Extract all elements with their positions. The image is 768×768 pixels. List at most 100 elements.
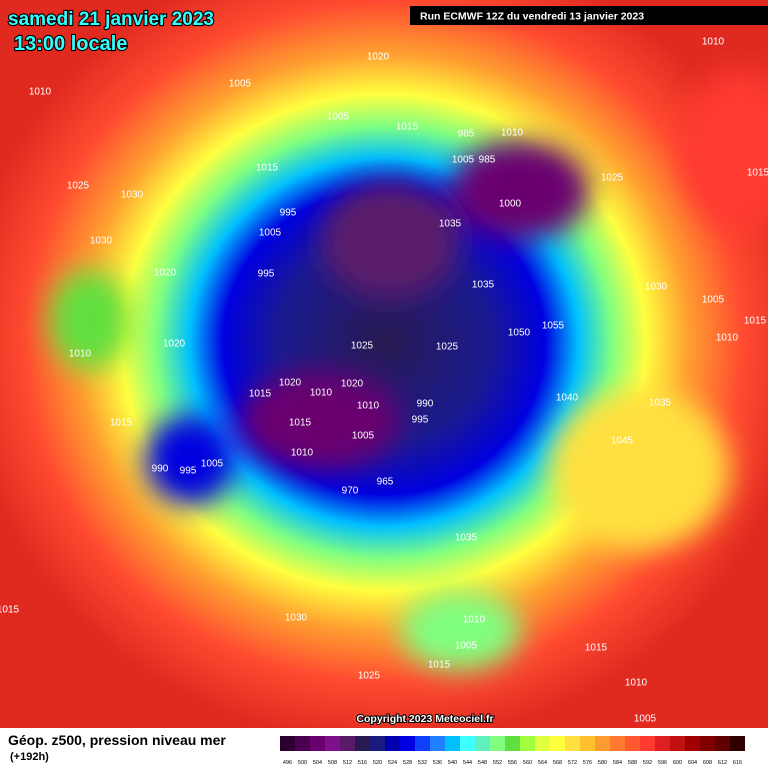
color-swatch	[715, 736, 730, 751]
scale-label: 532	[418, 760, 427, 766]
isobar-label: 1025	[67, 181, 90, 192]
isobar-label: 1015	[289, 418, 312, 429]
color-swatch	[460, 736, 475, 751]
scale-label: 556	[508, 760, 517, 766]
color-swatch	[295, 736, 310, 751]
scale-label: 504	[313, 760, 322, 766]
color-swatch	[565, 736, 580, 751]
color-swatch	[685, 736, 700, 751]
isobar-label: 1030	[645, 282, 668, 293]
scale-label: 548	[478, 760, 487, 766]
isobar-label: 1005	[352, 431, 375, 442]
copyright: Copyright 2023 Meteociel.fr	[356, 713, 493, 725]
isobar-label: 1010	[625, 678, 648, 689]
isobar-label: 1010	[702, 37, 725, 48]
color-swatch	[700, 736, 715, 751]
scale-label: 600	[673, 760, 682, 766]
isobar-label: 1015	[249, 389, 272, 400]
isobar-label: 1010	[29, 87, 52, 98]
scale-label: 596	[658, 760, 667, 766]
isobar-label: 1005	[327, 112, 350, 123]
color-swatch	[580, 736, 595, 751]
color-swatch	[280, 736, 295, 751]
scale-label: 604	[688, 760, 697, 766]
map-background	[0, 0, 768, 728]
isobar-label: 995	[280, 208, 297, 219]
isobar-label: 1005	[455, 641, 478, 652]
isobar-label: 1020	[279, 378, 302, 389]
isobar-label: 1050	[508, 328, 531, 339]
scale-label: 592	[643, 760, 652, 766]
color-swatch	[640, 736, 655, 751]
color-swatch	[340, 736, 355, 751]
date-title: samedi 21 janvier 2023	[8, 9, 214, 30]
color-swatch	[520, 736, 535, 751]
legend-subtitle: (+192h)	[10, 751, 49, 763]
color-swatch	[490, 736, 505, 751]
color-swatch	[505, 736, 520, 751]
scale-label: 608	[703, 760, 712, 766]
isobar-label: 1010	[291, 448, 314, 459]
color-swatch	[625, 736, 640, 751]
isobar-label: 1055	[542, 321, 565, 332]
isobar-label: 985	[479, 155, 496, 166]
isobar-labels: 1010 1020 1005 1005 1015 985 1010 1005 985 1015 99…	[0, 37, 768, 725]
isobar-label: 990	[417, 399, 434, 410]
color-swatch	[355, 736, 370, 751]
isobar-label: 1010	[501, 128, 524, 139]
isobar-label: 995	[180, 466, 197, 477]
isobar-label: 1035	[472, 280, 495, 291]
isobar-label: 1020	[341, 379, 364, 390]
color-swatch	[670, 736, 685, 751]
isobar-label: 1015	[747, 168, 768, 179]
run-info: Run ECMWF 12Z du vendredi 13 janvier 202…	[420, 11, 644, 23]
isobar-label: 1020	[367, 52, 390, 63]
isobar-label: 1010	[716, 333, 739, 344]
color-swatch	[325, 736, 340, 751]
color-swatch	[595, 736, 610, 751]
isobar-label: 1025	[351, 341, 374, 352]
isobar-label: 1015	[256, 163, 279, 174]
isobar-label: 1015	[110, 418, 133, 429]
scale-label: 576	[583, 760, 592, 766]
isobar-label: 1035	[439, 219, 462, 230]
isobar-label: 1005	[201, 459, 224, 470]
scale-label: 612	[718, 760, 727, 766]
scale-label: 588	[628, 760, 637, 766]
isobar-label: 995	[258, 269, 275, 280]
color-scale: 496 500 504 508 512 516 520 524 528 532 536 540 544 5…	[280, 736, 745, 766]
scale-label: 552	[493, 760, 502, 766]
color-swatch	[415, 736, 430, 751]
scale-label: 616	[733, 760, 742, 766]
isobar-label: 1005	[452, 155, 475, 166]
isobar-label: 1010	[69, 349, 92, 360]
legend-title: Géop. z500, pression niveau mer	[8, 732, 226, 748]
scale-label: 536	[433, 760, 442, 766]
isobar-label: 1040	[556, 393, 579, 404]
isobar-label: 1010	[310, 388, 333, 399]
color-swatch	[400, 736, 415, 751]
isobar-label: 1035	[649, 398, 672, 409]
isobar-label: 1020	[154, 268, 177, 279]
scale-label: 572	[568, 760, 577, 766]
scale-label: 584	[613, 760, 622, 766]
color-swatch	[475, 736, 490, 751]
time-title: 13:00 locale	[14, 33, 127, 55]
scale-label: 500	[298, 760, 307, 766]
scale-label: 520	[373, 760, 382, 766]
color-swatch	[445, 736, 460, 751]
isobar-label: 1015	[744, 316, 767, 327]
scale-label: 512	[343, 760, 352, 766]
isobar-label: 1030	[121, 190, 144, 201]
scale-label: 496	[283, 760, 292, 766]
isobar-label: 1025	[358, 671, 381, 682]
isobar-label: 1005	[702, 295, 725, 306]
isobar-label: 1025	[436, 342, 459, 353]
isobar-label: 1010	[357, 401, 380, 412]
isobar-label: 1005	[229, 79, 252, 90]
isobar-label: 1015	[585, 643, 608, 654]
isobar-label: 965	[377, 477, 394, 488]
color-swatch	[730, 736, 745, 751]
isobar-label: 1005	[259, 228, 282, 239]
